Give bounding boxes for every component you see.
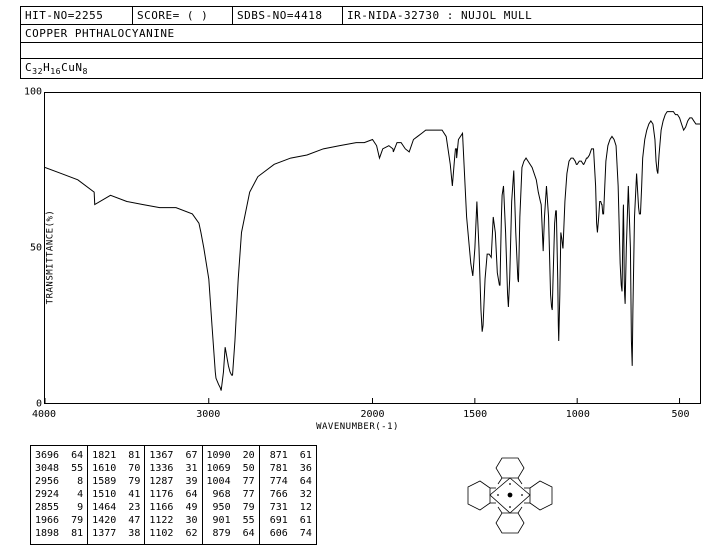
x-axis-label: WAVENUMBER(-1) <box>316 422 399 432</box>
peak-entry: 606 74 <box>264 528 312 540</box>
peak-entry: 901 55 <box>207 515 255 527</box>
phthalocyanine-icon <box>450 448 570 543</box>
hit-no-cell: HIT-NO=2255 <box>21 7 133 24</box>
peak-column: 871 61 781 36 774 64 766 32 731 12 691 6… <box>260 446 316 544</box>
peak-entry: 3696 64 <box>35 450 83 462</box>
peak-entry: 1176 64 <box>149 489 197 501</box>
peak-column: 1090 201069 501004 77 968 77 950 79 901 … <box>203 446 260 544</box>
peak-entry: 1510 41 <box>92 489 140 501</box>
peak-entry: 871 61 <box>264 450 312 462</box>
x-tick: 2000 <box>360 409 384 420</box>
x-tick: 1000 <box>566 409 590 420</box>
x-tick: 500 <box>671 409 689 420</box>
peak-entry: 1287 39 <box>149 476 197 488</box>
peak-entry: 1464 23 <box>92 502 140 514</box>
y-tick: 100 <box>22 87 42 98</box>
ir-id-cell: IR-NIDA-32730 : NUJOL MULL <box>343 7 702 24</box>
score-cell: SCORE= ( ) <box>133 7 233 24</box>
peak-column: 1367 671336 311287 391176 641166 491122 … <box>145 446 202 544</box>
peak-entry: 1420 47 <box>92 515 140 527</box>
peak-entry: 1966 79 <box>35 515 83 527</box>
y-tick: 50 <box>22 243 42 254</box>
peak-entry: 1367 67 <box>149 450 197 462</box>
peak-entry: 731 12 <box>264 502 312 514</box>
spectrum-chart: TRANSMITTANCE(%) WAVENUMBER(-1) 050100 4… <box>2 80 713 434</box>
x-tick: 1500 <box>463 409 487 420</box>
peak-entry: 950 79 <box>207 502 255 514</box>
sdbs-no-cell: SDBS-NO=4418 <box>233 7 343 24</box>
peak-entry: 1377 38 <box>92 528 140 540</box>
peak-entry: 1090 20 <box>207 450 255 462</box>
peak-entry: 1821 81 <box>92 450 140 462</box>
peak-column: 1821 811610 701589 791510 411464 231420 … <box>88 446 145 544</box>
peak-entry: 781 36 <box>264 463 312 475</box>
y-tick: 0 <box>22 399 42 410</box>
peak-entry: 1102 62 <box>149 528 197 540</box>
bottom-panel: 3696 643048 552956 82924 42855 91966 791… <box>30 445 703 545</box>
plot-area <box>44 92 701 404</box>
peak-entry: 968 77 <box>207 489 255 501</box>
x-tick: 3000 <box>196 409 220 420</box>
peak-entry: 1004 77 <box>207 476 255 488</box>
header-panel: HIT-NO=2255 SCORE= ( ) SDBS-NO=4418 IR-N… <box>20 6 703 79</box>
x-tick: 4000 <box>32 409 56 420</box>
peak-entry: 2855 9 <box>35 502 83 514</box>
spectrum-line <box>45 93 700 403</box>
peak-entry: 1589 79 <box>92 476 140 488</box>
peak-entry: 1122 30 <box>149 515 197 527</box>
peak-entry: 3048 55 <box>35 463 83 475</box>
peak-entry: 1898 81 <box>35 528 83 540</box>
peak-entry: 2924 4 <box>35 489 83 501</box>
peak-entry: 1336 31 <box>149 463 197 475</box>
compound-name: COPPER PHTHALOCYANINE <box>21 25 702 42</box>
peak-entry: 1166 49 <box>149 502 197 514</box>
peak-entry: 691 61 <box>264 515 312 527</box>
peak-entry: 879 64 <box>207 528 255 540</box>
peak-entry: 2956 8 <box>35 476 83 488</box>
peak-column: 3696 643048 552956 82924 42855 91966 791… <box>31 446 88 544</box>
peak-entry: 774 64 <box>264 476 312 488</box>
peak-entry: 1610 70 <box>92 463 140 475</box>
peak-table: 3696 643048 552956 82924 42855 91966 791… <box>30 445 317 545</box>
molecular-formula: C32H16CuN8 <box>21 59 702 78</box>
peak-entry: 1069 50 <box>207 463 255 475</box>
peak-entry: 766 32 <box>264 489 312 501</box>
structure-diagram <box>317 445 703 545</box>
